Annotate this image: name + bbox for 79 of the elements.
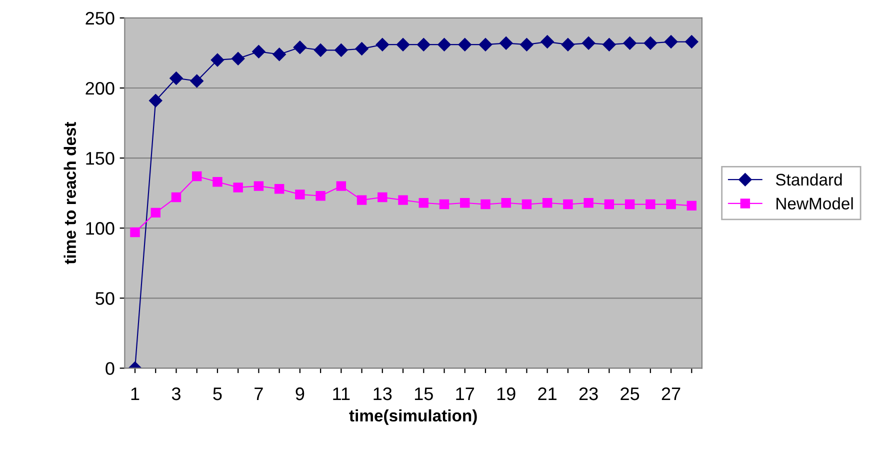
- point: [149, 94, 162, 108]
- point: [478, 38, 492, 52]
- point: [355, 42, 368, 56]
- point: [398, 195, 408, 205]
- x-tick-label: 3: [172, 387, 180, 400]
- x-tick-label: 19: [497, 387, 516, 400]
- x-tick-label: 25: [620, 387, 640, 400]
- point: [664, 35, 678, 48]
- y-tick-label: 250: [86, 12, 114, 25]
- point: [418, 198, 428, 208]
- point: [582, 36, 596, 50]
- y-tick-label: 50: [96, 292, 114, 305]
- point: [295, 190, 305, 200]
- point: [522, 199, 532, 210]
- point: [378, 192, 388, 202]
- point: [233, 182, 243, 192]
- point: [458, 38, 472, 52]
- y-tick-label: 150: [86, 152, 114, 165]
- point: [396, 38, 410, 52]
- x-tick-label: 17: [456, 388, 474, 400]
- point: [232, 52, 245, 66]
- point: [171, 192, 182, 202]
- point: [602, 38, 616, 52]
- point: [500, 36, 513, 50]
- point: [254, 181, 264, 191]
- y-tick-label: 0: [106, 362, 114, 375]
- x-tick-label: 23: [579, 387, 598, 400]
- point: [439, 199, 450, 210]
- point: [542, 198, 552, 208]
- point: [644, 36, 658, 50]
- point: [130, 227, 140, 238]
- point: [686, 200, 697, 211]
- y-axis-title: time to reach dest: [64, 122, 76, 264]
- x-tick-label: 1: [131, 388, 140, 400]
- point: [336, 181, 346, 191]
- x-tick-label: 5: [213, 388, 222, 400]
- point: [274, 184, 284, 194]
- point: [540, 35, 554, 48]
- x-tick-label: 21: [538, 387, 556, 400]
- legend-label: NewModel: [776, 197, 853, 210]
- point: [417, 38, 430, 52]
- point: [170, 72, 183, 85]
- x-tick-label: 9: [296, 387, 304, 400]
- point: [212, 177, 222, 187]
- point: [561, 38, 575, 52]
- x-tick-label: 11: [333, 388, 350, 400]
- x-tick-label: 15: [414, 388, 433, 400]
- point: [460, 198, 470, 208]
- point: [252, 44, 266, 58]
- point: [316, 191, 326, 201]
- point: [210, 53, 224, 67]
- point: [376, 38, 389, 52]
- point: [334, 44, 348, 57]
- point: [314, 44, 328, 57]
- x-tick-label: 27: [662, 387, 680, 400]
- point: [356, 195, 367, 205]
- point: [192, 171, 202, 182]
- point: [604, 199, 614, 210]
- point: [293, 40, 307, 54]
- point: [520, 38, 534, 52]
- point: [563, 199, 573, 210]
- point: [624, 199, 635, 210]
- point: [480, 199, 490, 210]
- point: [623, 36, 636, 50]
- point: [584, 198, 594, 208]
- x-tick-label: 7: [254, 388, 263, 400]
- x-axis-title: time(simulation): [349, 409, 477, 425]
- x-tick-label: 13: [374, 387, 392, 400]
- point: [150, 208, 160, 218]
- y-tick-label: 200: [86, 82, 114, 95]
- point: [190, 74, 204, 88]
- point: [685, 35, 698, 48]
- legend-label: Standard: [776, 173, 842, 186]
- point: [646, 199, 656, 210]
- point: [438, 38, 451, 52]
- y-tick-label: 100: [86, 222, 114, 235]
- point: [501, 198, 511, 208]
- point: [666, 199, 676, 210]
- point: [272, 48, 286, 61]
